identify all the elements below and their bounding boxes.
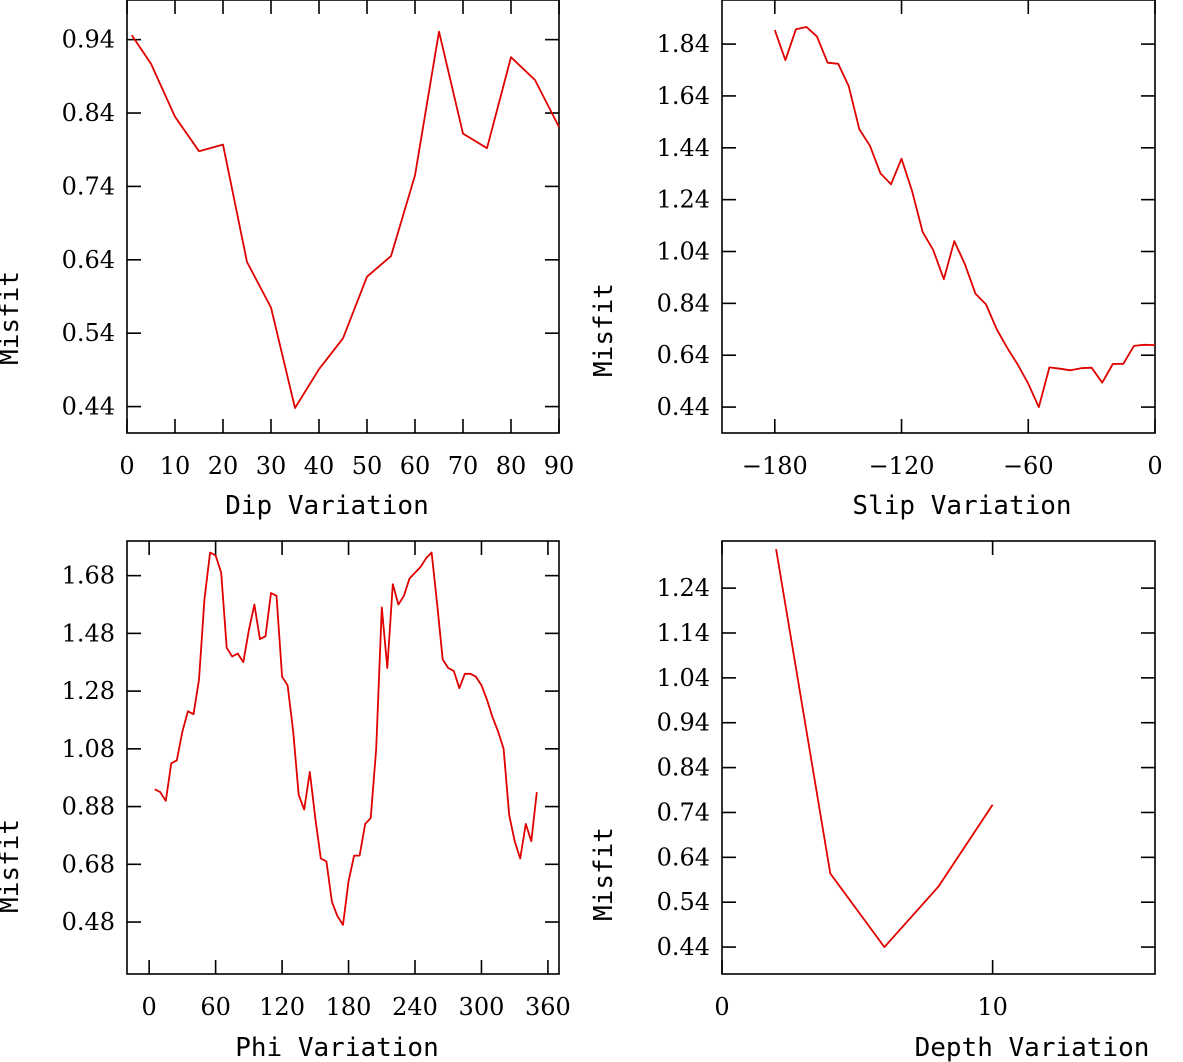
slip-ytick-label: 1.84 xyxy=(657,30,710,58)
phi-x-axis-label: Phi Variation xyxy=(235,1033,439,1062)
slip-variation-panel: 0.44 0.64 0.84 1.04 1.24 1.44 1.64 1.84 −180 −120… xyxy=(589,0,1163,521)
phi-xtick-label: 180 xyxy=(326,993,372,1021)
phi-ytick-label: 0.48 xyxy=(62,908,115,936)
dip-ytick-label: 0.74 xyxy=(62,172,115,200)
depth-misfit-series-line xyxy=(775,548,994,948)
depth-ytick-label: 0.64 xyxy=(657,843,710,871)
slip-x-axis-label: Slip Variation xyxy=(852,491,1071,521)
phi-ytick-label: 0.68 xyxy=(62,850,115,878)
dip-xtick-label: 70 xyxy=(448,452,479,480)
dip-y-axis-label: Misfit xyxy=(0,271,25,365)
slip-ytick-label: 1.24 xyxy=(657,186,710,214)
phi-plot-frame xyxy=(126,540,560,975)
slip-ytick-label: 1.04 xyxy=(657,238,710,266)
dip-xtick-label: 80 xyxy=(496,452,527,480)
slip-xtick-label: 0 xyxy=(1147,452,1162,480)
depth-ytick-label: 0.54 xyxy=(657,888,710,916)
depth-x-axis-label: Depth Variation xyxy=(915,1033,1150,1062)
phi-ytick-label: 1.28 xyxy=(62,677,115,705)
phi-ytick-label: 1.08 xyxy=(62,735,115,763)
phi-xtick-label: 300 xyxy=(459,993,505,1021)
depth-ytick-label: 0.94 xyxy=(657,709,710,737)
dip-xtick-label: 20 xyxy=(208,452,239,480)
phi-ytick-label: 1.48 xyxy=(62,619,115,647)
dip-ytick-label: 0.54 xyxy=(62,319,115,347)
slip-y-axis-label: Misfit xyxy=(589,283,619,377)
phi-y-axis-label: Misfit xyxy=(0,819,25,913)
depth-variation-panel: 0.44 0.54 0.64 0.74 0.84 0.94 1.04 1.14 1.24 0 10 D… xyxy=(589,540,1156,1062)
slip-ytick-label: 1.64 xyxy=(657,82,710,110)
dip-variation-panel: 0.44 0.54 0.64 0.74 0.84 0.94 0 10 20 30 40 50 60 70 8… xyxy=(0,0,574,521)
dip-xtick-label: 90 xyxy=(544,452,575,480)
dip-misfit-series-line xyxy=(131,30,560,409)
depth-plot-frame xyxy=(721,540,1156,975)
slip-xtick-label: −120 xyxy=(869,452,935,480)
slip-ytick-label: 0.64 xyxy=(657,341,710,369)
dip-plot-frame xyxy=(126,0,560,434)
slip-ytick-label: 0.84 xyxy=(657,289,710,317)
slip-plot-frame xyxy=(721,0,1156,434)
dip-xtick-label: 0 xyxy=(119,452,134,480)
dip-x-axis-label: Dip Variation xyxy=(225,491,429,521)
phi-xtick-label: 0 xyxy=(142,993,157,1021)
phi-ytick-label: 1.68 xyxy=(62,562,115,590)
dip-ytick-label: 0.94 xyxy=(62,26,115,54)
dip-xtick-label: 10 xyxy=(160,452,191,480)
depth-ytick-label: 0.84 xyxy=(657,754,710,782)
depth-y-axis-label: Misfit xyxy=(589,827,619,921)
phi-ytick-label: 0.88 xyxy=(62,793,115,821)
phi-xtick-label: 60 xyxy=(200,993,231,1021)
dip-xtick-label: 50 xyxy=(352,452,383,480)
depth-ytick-label: 1.24 xyxy=(657,574,710,602)
slip-xtick-label: −60 xyxy=(1003,452,1054,480)
dip-xtick-label: 60 xyxy=(400,452,431,480)
dip-ytick-label: 0.44 xyxy=(62,393,115,421)
phi-xtick-label: 120 xyxy=(259,993,305,1021)
depth-ytick-label: 1.14 xyxy=(657,619,710,647)
depth-xtick-label: 10 xyxy=(977,993,1008,1021)
dip-xtick-label: 30 xyxy=(256,452,287,480)
dip-xtick-label: 40 xyxy=(304,452,335,480)
dip-ytick-label: 0.84 xyxy=(62,99,115,127)
phi-xtick-label: 360 xyxy=(525,993,571,1021)
depth-ytick-label: 0.44 xyxy=(657,933,710,961)
depth-xtick-label: 0 xyxy=(714,993,729,1021)
phi-variation-panel: 0.48 0.68 0.88 1.08 1.28 1.48 1.68 0 60 120 180 240… xyxy=(0,540,571,1062)
dip-ytick-label: 0.64 xyxy=(62,246,115,274)
slip-ytick-label: 0.44 xyxy=(657,393,710,421)
slip-misfit-series-line xyxy=(773,26,1156,409)
slip-ytick-label: 1.44 xyxy=(657,134,710,162)
depth-ytick-label: 0.74 xyxy=(657,798,710,826)
slip-xtick-label: −180 xyxy=(742,452,808,480)
depth-ytick-label: 1.04 xyxy=(657,664,710,692)
phi-misfit-series-line xyxy=(154,551,538,926)
phi-xtick-label: 240 xyxy=(392,993,438,1021)
